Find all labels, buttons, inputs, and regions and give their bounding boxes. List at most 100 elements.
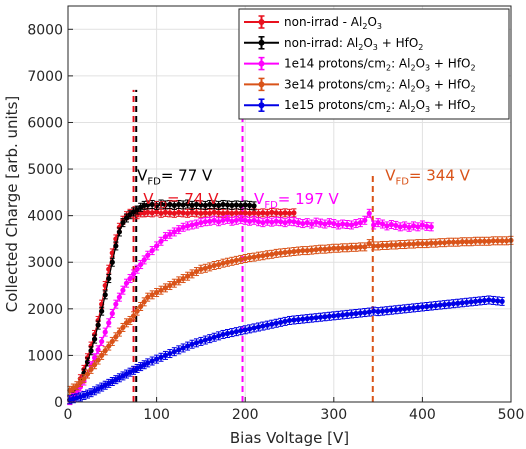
data-point (393, 242, 399, 248)
axis-ticks: 0 100 200 300 400 500010002000300040005000600… (27, 22, 524, 423)
data-point (99, 352, 105, 359)
data-point (446, 239, 452, 245)
data-point (295, 316, 301, 323)
data-point (415, 304, 421, 311)
data-point (216, 219, 222, 225)
data-point (353, 244, 359, 250)
data-point (260, 323, 266, 329)
data-point (273, 320, 279, 326)
data-point (130, 271, 137, 277)
data-point (99, 338, 105, 345)
data-point (180, 345, 186, 351)
data-point (419, 304, 425, 310)
data-point (171, 280, 177, 286)
data-point (282, 210, 288, 216)
data-point (326, 220, 332, 226)
data-point (406, 241, 412, 247)
data-point (464, 299, 470, 305)
data-point (193, 210, 200, 216)
data-point (251, 254, 257, 260)
data-point (198, 220, 204, 226)
data-point (180, 275, 186, 282)
data-point (397, 306, 403, 312)
data-point (202, 202, 208, 208)
data-point (84, 359, 91, 365)
data-point (503, 238, 510, 244)
data-point (141, 299, 147, 305)
data-point (415, 241, 421, 247)
data-point (198, 338, 204, 345)
y-tick-label: 0 (54, 395, 63, 411)
data-point (99, 308, 105, 314)
data-point (233, 257, 239, 263)
data-point (154, 243, 160, 249)
legend-swatch-marker (258, 81, 265, 88)
data-point (247, 218, 253, 224)
data-point (437, 302, 443, 308)
data-point (424, 223, 430, 229)
data-point (162, 352, 169, 359)
data-point (102, 329, 108, 335)
data-point (273, 218, 279, 224)
data-point (176, 278, 182, 284)
data-point (202, 265, 208, 271)
data-point (180, 210, 186, 216)
data-point (300, 220, 306, 227)
data-point (366, 241, 372, 247)
data-point (216, 261, 222, 268)
data-point (251, 210, 257, 216)
data-point (149, 201, 155, 208)
data-point (224, 210, 231, 216)
data-point (264, 322, 270, 328)
vfd-annotation: VFD= 197 V (254, 190, 339, 211)
plot-frame (67, 5, 512, 403)
data-point (116, 329, 122, 335)
data-point (375, 309, 381, 315)
data-point (415, 224, 421, 230)
data-point (291, 219, 297, 225)
data-point (224, 259, 231, 265)
data-point (242, 202, 248, 208)
data-point (91, 362, 98, 368)
x-tick-label: 500 (498, 407, 525, 423)
data-point (464, 239, 470, 245)
data-point (348, 244, 355, 250)
data-point (95, 357, 101, 363)
data-point (229, 218, 235, 224)
data-point (123, 215, 130, 221)
data-point (468, 299, 474, 305)
data-point (419, 241, 425, 247)
data-point (446, 301, 452, 307)
legend-entry: 3e14 protons/cm2: Al2O3 + HfO2 (244, 77, 476, 93)
data-point (481, 238, 488, 244)
data-point (189, 209, 195, 215)
data-point (74, 383, 80, 389)
data-point (233, 202, 239, 208)
data-point (441, 240, 448, 246)
data-point (397, 241, 403, 248)
legend-label: 1e15 protons/cm2: Al2O3 + HfO2 (284, 98, 476, 114)
data-point (113, 243, 119, 249)
data-point (384, 308, 390, 314)
legend-entry: non-irrad - Al2O3 (244, 15, 382, 31)
data-point (167, 201, 173, 208)
data-point (490, 238, 496, 244)
data-point (388, 307, 394, 313)
legend-label: non-irrad: Al2O3 + HfO2 (284, 36, 423, 52)
data-point (77, 379, 84, 386)
data-point (145, 209, 151, 215)
data-point (366, 210, 372, 216)
data-point (344, 221, 350, 228)
data-point (317, 314, 324, 320)
data-point (211, 209, 217, 215)
data-point (162, 285, 169, 291)
data-point (149, 292, 155, 298)
data-point (300, 247, 306, 254)
data-point (264, 252, 270, 258)
data-point (357, 244, 363, 250)
data-point (251, 217, 257, 223)
data-point (260, 220, 266, 226)
data-point (198, 202, 204, 208)
